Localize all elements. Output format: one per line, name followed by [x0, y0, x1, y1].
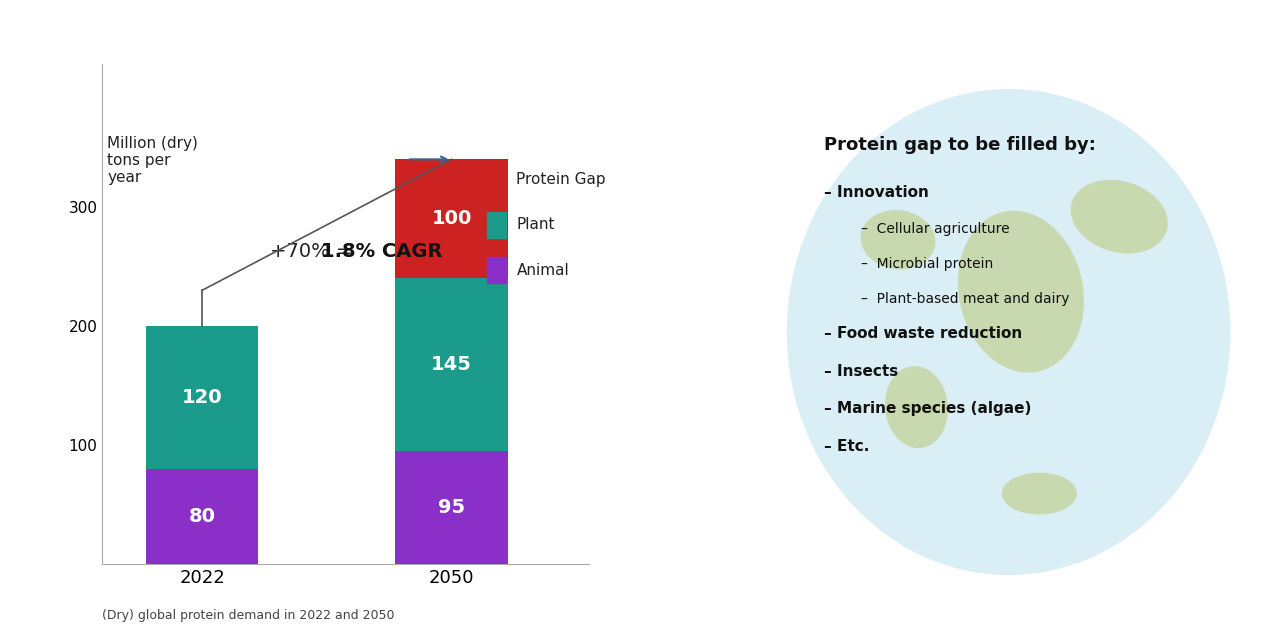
Text: +70% =: +70% =	[270, 242, 358, 260]
Ellipse shape	[861, 211, 934, 269]
Text: – Marine species (algae): – Marine species (algae)	[824, 401, 1032, 416]
Bar	[146, 469, 259, 564]
Text: Plant: Plant	[516, 217, 556, 232]
FancyBboxPatch shape	[486, 167, 507, 193]
Text: –  Microbial protein: – Microbial protein	[861, 257, 993, 271]
Text: Animal: Animal	[516, 263, 570, 278]
Text: 1.8% CAGR: 1.8% CAGR	[321, 242, 443, 260]
Text: Million (dry)
tons per
year: Million (dry) tons per year	[108, 135, 198, 185]
Text: – Etc.: – Etc.	[824, 438, 869, 454]
Ellipse shape	[1002, 473, 1076, 513]
Bar	[396, 160, 508, 278]
Text: – Innovation: – Innovation	[824, 185, 929, 200]
Text: 95: 95	[438, 498, 465, 517]
Ellipse shape	[787, 90, 1230, 574]
Text: –  Plant-based meat and dairy: – Plant-based meat and dairy	[861, 292, 1070, 306]
FancyBboxPatch shape	[486, 212, 507, 238]
Ellipse shape	[959, 212, 1083, 372]
Bar	[146, 326, 259, 469]
Text: 80: 80	[188, 507, 215, 526]
FancyBboxPatch shape	[486, 257, 507, 283]
Bar	[396, 451, 508, 564]
Text: (Dry) global protein demand in 2022 and 2050: (Dry) global protein demand in 2022 and …	[102, 609, 396, 622]
Text: 145: 145	[431, 355, 472, 374]
Text: –  Cellular agriculture: – Cellular agriculture	[861, 222, 1010, 237]
Text: Protein gap to be filled by:: Protein gap to be filled by:	[824, 136, 1096, 154]
Text: 100: 100	[431, 210, 472, 228]
Text: – Food waste reduction: – Food waste reduction	[824, 326, 1023, 341]
Ellipse shape	[1071, 181, 1167, 253]
Ellipse shape	[886, 367, 947, 447]
Bar	[396, 278, 508, 451]
Text: – Insects: – Insects	[824, 363, 899, 379]
Text: Protein Gap: Protein Gap	[516, 172, 607, 187]
Text: 120: 120	[182, 388, 223, 407]
